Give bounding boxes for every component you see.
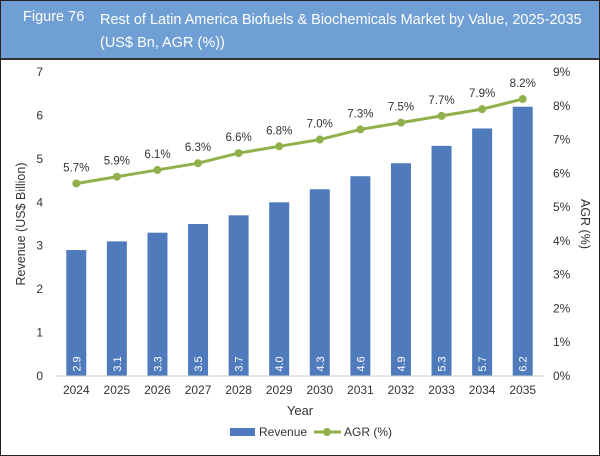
agr-point bbox=[275, 142, 284, 151]
agr-point bbox=[234, 149, 243, 158]
x-tick-label: 2031 bbox=[347, 383, 374, 397]
agr-data-label: 6.3% bbox=[185, 142, 211, 154]
y2-tick-label: 1% bbox=[553, 335, 571, 349]
y-tick-label: 0 bbox=[36, 369, 43, 383]
agr-point bbox=[153, 165, 162, 174]
y2-tick-label: 7% bbox=[553, 133, 571, 147]
y2-tick-label: 4% bbox=[553, 234, 571, 248]
y-tick-label: 5 bbox=[36, 152, 43, 166]
bar-revenue bbox=[188, 224, 209, 376]
bar-data-label: 3.1 bbox=[112, 356, 124, 371]
y-tick-label: 7 bbox=[36, 65, 43, 79]
agr-data-label: 7.9% bbox=[469, 88, 495, 100]
bar-data-label: 6.2 bbox=[518, 356, 530, 371]
agr-point bbox=[356, 125, 365, 134]
y-axis-title: Revenue (US$ Billion) bbox=[14, 163, 28, 286]
legend: Revenue AGR (%) bbox=[230, 425, 392, 439]
x-tick-label: 2029 bbox=[266, 383, 293, 397]
bar-data-label: 4.6 bbox=[355, 356, 367, 371]
y-tick-label: 2 bbox=[36, 282, 43, 296]
bar-data-label: 4.0 bbox=[274, 356, 286, 371]
x-tick-label: 2030 bbox=[306, 383, 333, 397]
bar-data-label: 5.7 bbox=[477, 356, 489, 371]
x-axis-title: Year bbox=[287, 403, 314, 418]
agr-point bbox=[194, 159, 203, 168]
x-tick-label: 2027 bbox=[185, 383, 212, 397]
bar-data-label: 4.9 bbox=[396, 356, 408, 371]
y-tick-label: 6 bbox=[36, 108, 43, 122]
agr-point bbox=[478, 105, 487, 114]
bar-revenue bbox=[431, 145, 452, 376]
agr-data-label: 8.2% bbox=[510, 78, 536, 90]
agr-data-label: 6.8% bbox=[266, 125, 292, 137]
agr-data-label: 6.6% bbox=[226, 132, 252, 144]
chart-title: Rest of Latin America Biofuels & Biochem… bbox=[100, 12, 582, 51]
bar-revenue bbox=[228, 215, 249, 376]
x-tick-label: 2025 bbox=[104, 383, 131, 397]
agr-data-label: 7.5% bbox=[388, 102, 414, 114]
y2-tick-label: 8% bbox=[553, 99, 571, 113]
y2-tick-label: 0% bbox=[553, 369, 571, 383]
agr-point bbox=[437, 111, 446, 120]
agr-data-label: 6.1% bbox=[144, 149, 170, 161]
x-tick-label: 2024 bbox=[63, 383, 90, 397]
bar-revenue bbox=[309, 189, 330, 376]
agr-data-label: 5.9% bbox=[104, 156, 130, 168]
legend-revenue-swatch bbox=[230, 428, 255, 436]
bar-revenue bbox=[472, 128, 493, 376]
agr-data-label: 7.7% bbox=[428, 95, 454, 107]
y-tick-label: 3 bbox=[36, 239, 43, 253]
x-tick-label: 2026 bbox=[144, 383, 171, 397]
bar-data-label: 4.3 bbox=[315, 356, 327, 371]
agr-data-label: 5.7% bbox=[63, 162, 89, 174]
y-tick-label: 1 bbox=[36, 326, 43, 340]
y2-tick-label: 6% bbox=[553, 166, 571, 180]
legend-agr-marker bbox=[323, 428, 331, 436]
agr-data-label: 7.3% bbox=[347, 108, 373, 120]
figure-header: Figure 76 Rest of Latin America Biofuels… bbox=[1, 1, 599, 60]
agr-point bbox=[72, 179, 81, 188]
bar-revenue bbox=[106, 241, 127, 376]
bar-revenue bbox=[390, 163, 411, 376]
agr-point bbox=[396, 118, 405, 127]
bar-data-label: 3.7 bbox=[234, 356, 246, 371]
figure-label: Figure 76 bbox=[23, 9, 85, 25]
legend-agr-label: AGR (%) bbox=[344, 425, 392, 439]
y2-tick-label: 2% bbox=[553, 301, 571, 315]
bar-data-label: 5.3 bbox=[437, 356, 449, 371]
bar-revenue bbox=[66, 250, 87, 376]
bar-revenue bbox=[147, 232, 168, 376]
agr-data-label: 7.0% bbox=[307, 119, 333, 131]
x-tick-label: 2033 bbox=[428, 383, 455, 397]
bar-revenue bbox=[350, 176, 371, 376]
y2-tick-label: 3% bbox=[553, 268, 571, 282]
bar-data-label: 3.5 bbox=[193, 356, 205, 371]
agr-line bbox=[76, 97, 524, 185]
x-tick-label: 2032 bbox=[388, 383, 415, 397]
legend-revenue-label: Revenue bbox=[259, 425, 307, 439]
bar-revenue bbox=[269, 202, 290, 376]
y2-axis-title: AGR (%) bbox=[578, 199, 592, 249]
agr-point bbox=[315, 135, 324, 144]
y2-tick-label: 5% bbox=[553, 200, 571, 214]
x-tick-label: 2028 bbox=[225, 383, 252, 397]
y-tick-label: 4 bbox=[36, 195, 43, 209]
agr-point bbox=[518, 95, 527, 104]
x-tick-label: 2035 bbox=[509, 383, 536, 397]
y2-tick-label: 9% bbox=[553, 65, 571, 79]
agr-point bbox=[112, 172, 121, 181]
x-tick-label: 2034 bbox=[469, 383, 496, 397]
bar-data-label: 2.9 bbox=[71, 356, 83, 371]
bar-data-label: 3.3 bbox=[152, 356, 164, 371]
bar-revenue bbox=[512, 106, 533, 376]
